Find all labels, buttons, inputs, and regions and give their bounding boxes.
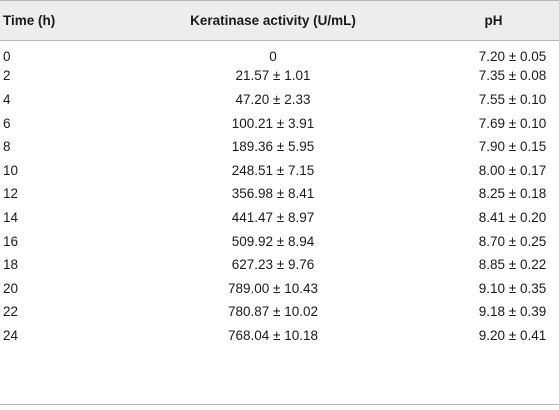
table-row: 10 248.51 ± 7.15 8.00 ± 0.17 xyxy=(0,158,559,182)
table-row: 16 509.92 ± 8.94 8.70 ± 0.25 xyxy=(0,229,559,253)
cell-time: 18 xyxy=(3,257,19,273)
cell-time: 10 xyxy=(3,162,19,178)
cell-time: 20 xyxy=(3,280,19,296)
cell-ph: 8.70 ± 0.25 xyxy=(478,233,547,249)
cell-ph: 9.20 ± 0.41 xyxy=(478,327,547,343)
cell-keratinase-activity: 21.57 ± 1.01 xyxy=(235,68,311,84)
cell-time: 2 xyxy=(3,68,11,84)
header-row: Time (h) Keratinase activity (U/mL) pH xyxy=(0,0,559,41)
table-header: Time (h) Keratinase activity (U/mL) pH xyxy=(0,0,559,41)
cell-keratinase-activity: 780.87 ± 10.02 xyxy=(228,304,318,320)
table-body: 0 0 7.20 ± 0.05 2 21.57 ± 1.01 7.35 ± 0.08 4 47… xyxy=(0,41,559,348)
table-row: 22 780.87 ± 10.02 9.18 ± 0.39 xyxy=(0,300,559,324)
header-ph: pH xyxy=(484,13,503,28)
cell-keratinase-activity: 627.23 ± 9.76 xyxy=(231,257,315,273)
cell-time: 0 xyxy=(3,49,11,65)
cell-keratinase-activity: 0 xyxy=(269,49,277,65)
cell-keratinase-activity: 768.04 ± 10.18 xyxy=(228,327,318,343)
cell-keratinase-activity: 47.20 ± 2.33 xyxy=(235,91,311,107)
cell-time: 24 xyxy=(3,327,19,343)
cell-keratinase-activity: 441.47 ± 8.97 xyxy=(231,209,315,225)
table-row: 6 100.21 ± 3.91 7.69 ± 0.10 xyxy=(0,111,559,135)
cell-time: 8 xyxy=(3,139,11,155)
cell-keratinase-activity: 789.00 ± 10.43 xyxy=(228,280,318,296)
cell-ph: 7.90 ± 0.15 xyxy=(478,139,547,155)
cell-time: 22 xyxy=(3,304,19,320)
cell-keratinase-activity: 356.98 ± 8.41 xyxy=(231,186,315,202)
table-row: 4 47.20 ± 2.33 7.55 ± 0.10 xyxy=(0,88,559,112)
cell-time: 16 xyxy=(3,233,19,249)
cell-ph: 8.00 ± 0.17 xyxy=(478,162,547,178)
cell-keratinase-activity: 248.51 ± 7.15 xyxy=(231,162,315,178)
cell-time: 4 xyxy=(3,91,11,107)
table-row: 20 789.00 ± 10.43 9.10 ± 0.35 xyxy=(0,276,559,300)
table-row: 14 441.47 ± 8.97 8.41 ± 0.20 xyxy=(0,206,559,230)
header-time: Time (h) xyxy=(3,13,56,28)
table-row: 18 627.23 ± 9.76 8.85 ± 0.22 xyxy=(0,253,559,277)
cell-ph: 8.41 ± 0.20 xyxy=(478,209,547,225)
cell-ph: 7.55 ± 0.10 xyxy=(478,91,547,107)
table-row: 2 21.57 ± 1.01 7.35 ± 0.08 xyxy=(0,64,559,88)
cell-ph: 9.18 ± 0.39 xyxy=(478,304,547,320)
cell-time: 6 xyxy=(3,115,11,131)
cell-keratinase-activity: 189.36 ± 5.95 xyxy=(231,139,315,155)
cell-ph: 7.20 ± 0.05 xyxy=(478,49,547,65)
keratinase-activity-table: Time (h) Keratinase activity (U/mL) pH 0… xyxy=(0,0,559,348)
table-row: 8 189.36 ± 5.95 7.90 ± 0.15 xyxy=(0,135,559,159)
cell-time: 14 xyxy=(3,209,19,225)
cell-time: 12 xyxy=(3,186,19,202)
table-bottom-rule xyxy=(0,404,559,405)
cell-keratinase-activity: 100.21 ± 3.91 xyxy=(231,115,315,131)
cell-ph: 8.85 ± 0.22 xyxy=(478,257,547,273)
header-keratinase-activity: Keratinase activity (U/mL) xyxy=(190,13,356,28)
cell-ph: 9.10 ± 0.35 xyxy=(478,280,547,296)
cell-ph: 7.69 ± 0.10 xyxy=(478,115,547,131)
cell-keratinase-activity: 509.92 ± 8.94 xyxy=(231,233,315,249)
cell-ph: 7.35 ± 0.08 xyxy=(478,68,547,84)
table-row: 12 356.98 ± 8.41 8.25 ± 0.18 xyxy=(0,182,559,206)
cell-ph: 8.25 ± 0.18 xyxy=(478,186,547,202)
table-row: 24 768.04 ± 10.18 9.20 ± 0.41 xyxy=(0,324,559,348)
table-row: 0 0 7.20 ± 0.05 xyxy=(0,41,559,65)
